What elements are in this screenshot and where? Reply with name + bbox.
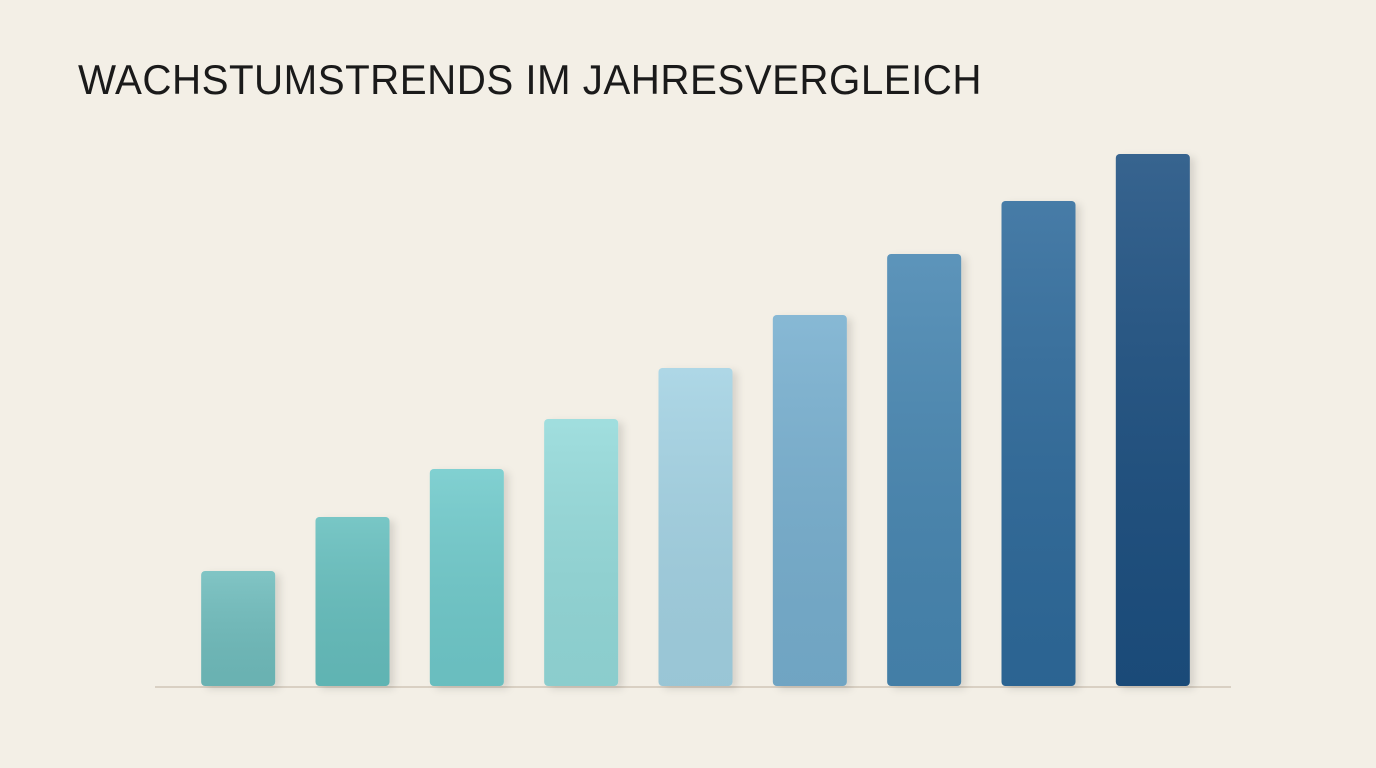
bar-sheen xyxy=(315,517,390,686)
bar-sheen xyxy=(429,469,504,686)
bar-sheen xyxy=(544,419,619,686)
bar-sheen xyxy=(887,254,962,686)
bar-sheen xyxy=(658,368,733,686)
bar-sheen xyxy=(1115,154,1190,686)
bar-sheen xyxy=(772,315,847,686)
bar-sheen xyxy=(1001,201,1076,686)
chart-title: WACHSTUMSTRENDS IM JAHRESVERGLEICH xyxy=(78,56,982,103)
bar-sheen xyxy=(201,571,276,686)
